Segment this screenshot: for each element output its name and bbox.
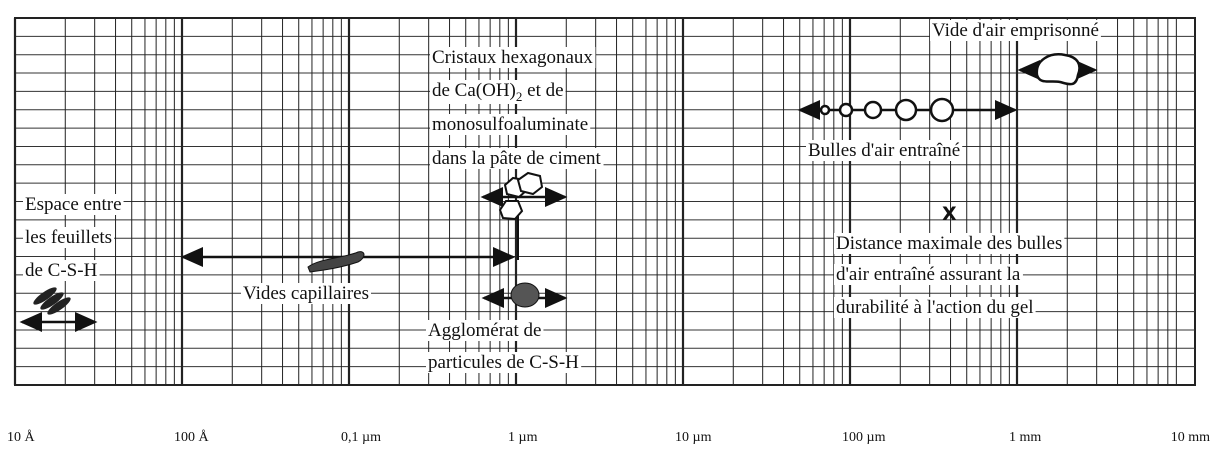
label-background [23, 227, 115, 248]
scale-label: 10 µm [675, 430, 712, 445]
annotation: de Ca(OH)2 et de [432, 80, 564, 104]
label-background [834, 297, 1036, 318]
scale-label: 10 mm [1171, 430, 1210, 445]
annotation: les feuillets [25, 227, 112, 248]
label-background [930, 20, 1101, 41]
scale-label: 1 mm [1009, 430, 1041, 445]
label-background [430, 80, 566, 104]
annotation: Agglomérat de [428, 320, 541, 341]
crystal-icon [498, 171, 544, 221]
label-background [426, 352, 582, 373]
annotation: durabilité à l'action du gel [836, 297, 1034, 318]
text-part: et de [522, 80, 563, 101]
annotation: dans la pâte de ciment [432, 148, 602, 169]
annotation: d'air entraîné assurant la [836, 264, 1021, 285]
label-background [430, 47, 596, 68]
label-background [806, 140, 963, 161]
annotation: Vide d'air emprisonné [932, 20, 1099, 41]
annotation: Cristaux hexagonaux [432, 47, 593, 68]
subscript: 2 [516, 89, 523, 104]
label-background [241, 283, 372, 304]
entrapped-air-icon [1035, 53, 1081, 86]
scale-label: 0,1 µm [341, 430, 381, 445]
annotation: particules de C-S-H [428, 352, 579, 373]
label-background [834, 233, 1065, 254]
scale-label: 1 µm [508, 430, 538, 445]
annotation: monosulfoaluminate [432, 114, 588, 135]
label-background [834, 264, 1023, 285]
agglomerate-icon [510, 282, 540, 308]
label-background [430, 114, 591, 135]
label-background [23, 260, 100, 281]
annotation: de C-S-H [25, 260, 98, 281]
annotation: Bulles d'air entraîné [808, 140, 960, 161]
log-grid [13, 17, 1196, 386]
label-background [426, 320, 544, 341]
label-background [430, 148, 604, 169]
annotation: Distance maximale des bulles [836, 233, 1062, 254]
labels: Vide d'air emprisonné Cristaux hexagonau… [23, 20, 1101, 373]
bubbles [819, 97, 955, 123]
label-background [23, 194, 124, 215]
scale-label: 10 Å [7, 429, 36, 445]
capillary-icon [307, 251, 365, 273]
scale-label: 100 µm [842, 430, 886, 445]
annotation: Vides capillaires [243, 283, 369, 304]
mark: X [942, 203, 957, 225]
layers-icon [33, 287, 71, 315]
illustrations [19, 53, 1098, 332]
scale-label: 100 Å [174, 429, 210, 445]
text-part: de Ca(OH) [432, 80, 516, 101]
scale-labels: 10 Å 100 Å 0,1 µm 1 µm 10 µm 100 µm 1 mm 10 mm [7, 429, 1210, 445]
annotation: Espace entre [25, 194, 122, 215]
